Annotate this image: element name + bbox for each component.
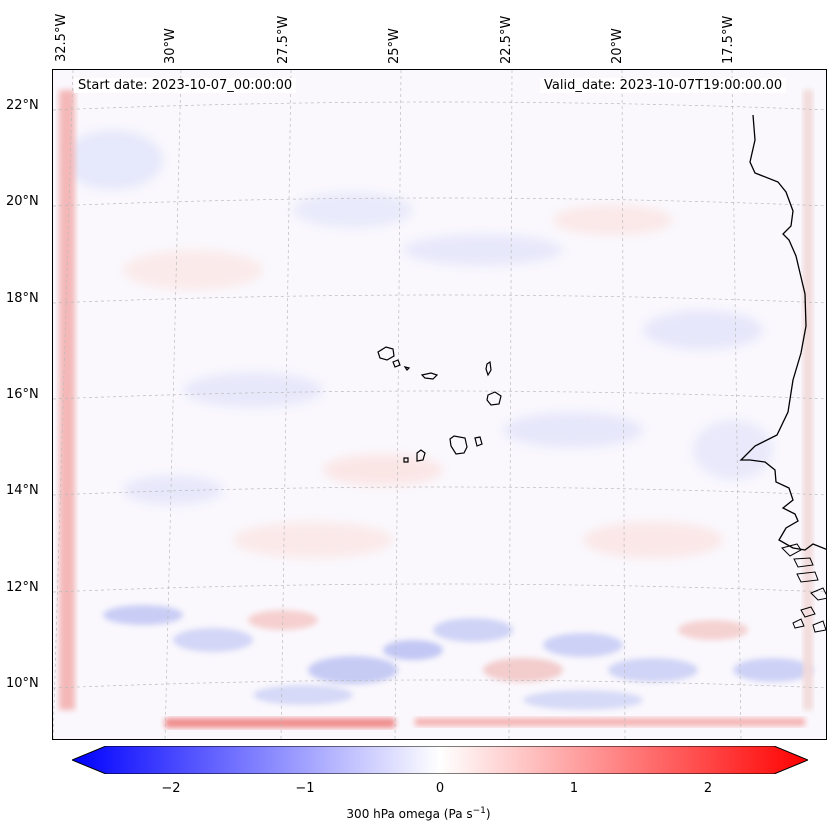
colorbar (70, 745, 810, 778)
lon-label-20w: 20°W (610, 28, 625, 64)
lat-label-14n: 14°N (6, 483, 39, 498)
colorbar-label-close: ) (485, 807, 491, 821)
colorbar-tick-0: 0 (435, 781, 445, 796)
africa-coastline (739, 114, 826, 551)
field-patches (63, 130, 773, 558)
colorbar-tick-2: 2 (703, 781, 713, 796)
lon-label-27-5w: 27.5°W (276, 15, 291, 64)
east-boundary-band (803, 90, 813, 710)
lat-label-20n: 20°N (6, 194, 39, 209)
south-boundary-band-west (165, 718, 395, 728)
lon-label-25w: 25°W (387, 28, 402, 64)
colorbar-tick-1: 1 (569, 781, 579, 796)
colorbar-label: 300 hPa omega (Pa s−1) (0, 806, 837, 821)
lat-label-10n: 10°N (6, 676, 39, 691)
omega-map (52, 69, 827, 740)
colorbar-label-exponent: −1 (472, 806, 486, 816)
gridlines (53, 70, 826, 739)
start-date-label: Start date: 2023-10-07_00:00:00 (74, 78, 297, 93)
lon-label-32-5w: 32.5°W (54, 13, 69, 62)
guinea-bissau-islands (781, 543, 826, 633)
colorbar-tick-neg2: −2 (161, 781, 181, 796)
south-boundary-band-east (415, 718, 805, 726)
map-canvas (53, 70, 826, 739)
lon-label-30w: 30°W (163, 28, 178, 64)
lat-label-22n: 22°N (6, 98, 39, 113)
lat-label-18n: 18°N (6, 291, 39, 306)
southern-band (103, 605, 813, 710)
colorbar-label-main: 300 hPa omega (Pa s (346, 807, 473, 821)
lat-label-12n: 12°N (6, 580, 39, 595)
colorbar-tick-neg1: −1 (295, 781, 315, 796)
valid-date-label: Valid_date: 2023-10-07T19:00:00.00 (540, 78, 787, 93)
lon-label-22-5w: 22.5°W (499, 15, 514, 64)
west-boundary-band (59, 90, 75, 710)
colorbar-bar (70, 745, 810, 775)
lat-label-16n: 16°N (6, 387, 39, 402)
cape-verde-islands (377, 346, 502, 463)
lon-label-17-5w: 17.5°W (721, 15, 736, 64)
